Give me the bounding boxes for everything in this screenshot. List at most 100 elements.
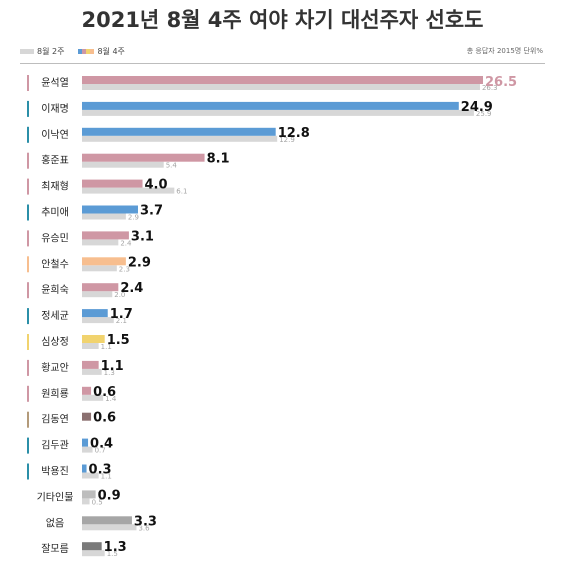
bar-current: [82, 153, 205, 162]
category-marker: [27, 334, 29, 350]
value-label-current: 24.9: [461, 100, 493, 115]
value-label-current: 3.7: [140, 204, 163, 219]
legend-cur-swatch-1: [78, 49, 83, 54]
category-label: 안철수: [41, 258, 69, 270]
category-marker: [27, 126, 29, 143]
bar-prev: [82, 161, 164, 168]
bar-prev: [82, 84, 480, 90]
bar-current: [82, 283, 119, 292]
value-label-prev: 25.9: [476, 110, 492, 118]
category-marker: [27, 411, 29, 428]
value-label-current: 4.0: [145, 178, 168, 193]
value-label-prev: 2.0: [114, 291, 125, 299]
bar-prev: [82, 213, 126, 220]
value-label-current: 3.3: [134, 514, 157, 529]
category-marker: [27, 385, 29, 402]
value-label-current: 0.9: [98, 488, 121, 503]
bar-prev: [82, 291, 113, 298]
category-label: 유승민: [41, 232, 69, 244]
category-label: 정세균: [41, 310, 69, 322]
value-label-current: 0.6: [93, 385, 116, 400]
value-label-current: 3.1: [131, 229, 154, 244]
bar-prev: [82, 498, 90, 505]
bar-current: [82, 101, 459, 110]
category-label: 김두관: [41, 440, 69, 452]
category-label: 없음: [46, 516, 64, 529]
category-label: 기타인물: [37, 491, 74, 503]
legend-cur-swatch: [78, 49, 95, 54]
value-label-current: 8.1: [207, 152, 230, 167]
value-label-prev: 2.4: [120, 239, 132, 247]
value-label-prev: 2.1: [116, 317, 127, 325]
bar-prev: [82, 265, 117, 272]
category-marker: [27, 256, 29, 273]
category-label: 이재명: [41, 103, 69, 115]
value-label-prev: 12.9: [279, 136, 295, 144]
bar-current: [82, 257, 126, 266]
category-label: 최재형: [41, 181, 69, 193]
value-label-prev: 0.7: [95, 447, 106, 455]
legend-cur-swatch-2: [82, 49, 87, 54]
bar-current: [82, 464, 87, 473]
bar-current: [82, 309, 108, 318]
value-label-prev: 1.4: [105, 395, 117, 403]
bar-current: [82, 335, 105, 343]
value-label-prev: 1.1: [101, 473, 112, 481]
value-label-prev: 5.4: [166, 162, 178, 170]
value-label-current: 2.9: [128, 255, 151, 270]
chart-title: 2021년 8월 4주 여야 차기 대선주자 선호도: [81, 8, 484, 32]
bar-current: [82, 231, 129, 240]
category-label: 윤희숙: [41, 284, 69, 296]
bar-current: [82, 179, 143, 188]
legend-cur-swatch-4: [90, 49, 95, 54]
legend-prev-label: 8월 2주: [37, 47, 65, 56]
category-label: 이낙연: [41, 129, 69, 141]
value-label-current: 2.4: [120, 281, 143, 296]
value-label-prev: 2.3: [119, 265, 130, 273]
bar-prev: [82, 446, 93, 453]
legend-cur-label: 8월 4주: [97, 47, 125, 56]
bar-current: [82, 205, 138, 214]
bar-prev: [82, 317, 114, 324]
value-label-current: 1.5: [107, 333, 130, 348]
value-label-current: 1.3: [104, 540, 127, 555]
category-label: 원희룡: [41, 388, 69, 400]
category-marker: [27, 359, 29, 376]
value-label-current: 12.8: [278, 126, 310, 141]
value-label-current: 0.3: [89, 463, 112, 478]
legend: 8월 2주 8월 4주: [20, 46, 125, 57]
value-label-prev: 2.9: [128, 214, 139, 222]
category-label: 잘모름: [41, 543, 69, 555]
value-label-current: 0.6: [93, 411, 116, 426]
top-rule: [20, 63, 545, 64]
value-label-prev: 26.3: [482, 84, 498, 92]
category-marker: [27, 308, 29, 325]
value-label-prev: 1.1: [101, 343, 112, 351]
bar-current: [82, 516, 132, 525]
category-label: 심상정: [41, 336, 69, 348]
bar-current: [82, 490, 96, 499]
category-label: 김동연: [41, 414, 69, 426]
category-marker: [27, 463, 29, 480]
legend-cur-swatch-3: [86, 49, 91, 54]
bar-prev: [82, 394, 104, 401]
bar-current: [82, 386, 92, 395]
value-label-prev: 1.5: [107, 550, 118, 558]
bar-prev: [82, 550, 105, 557]
bar-prev: [82, 109, 474, 116]
category-marker: [27, 100, 29, 117]
legend-prev-swatch: [20, 49, 34, 54]
category-label: 추미애: [41, 207, 69, 219]
bar-current: [82, 542, 102, 551]
value-label-prev: 3.6: [138, 524, 150, 532]
bar-prev: [82, 472, 99, 479]
bar-current: [82, 76, 483, 84]
value-label-current: 1.7: [110, 307, 133, 322]
bar-current: [82, 360, 99, 369]
category-label: 윤석열: [41, 77, 69, 89]
category-marker: [27, 437, 29, 454]
category-marker: [27, 75, 29, 91]
value-label-current: 0.4: [90, 437, 113, 452]
